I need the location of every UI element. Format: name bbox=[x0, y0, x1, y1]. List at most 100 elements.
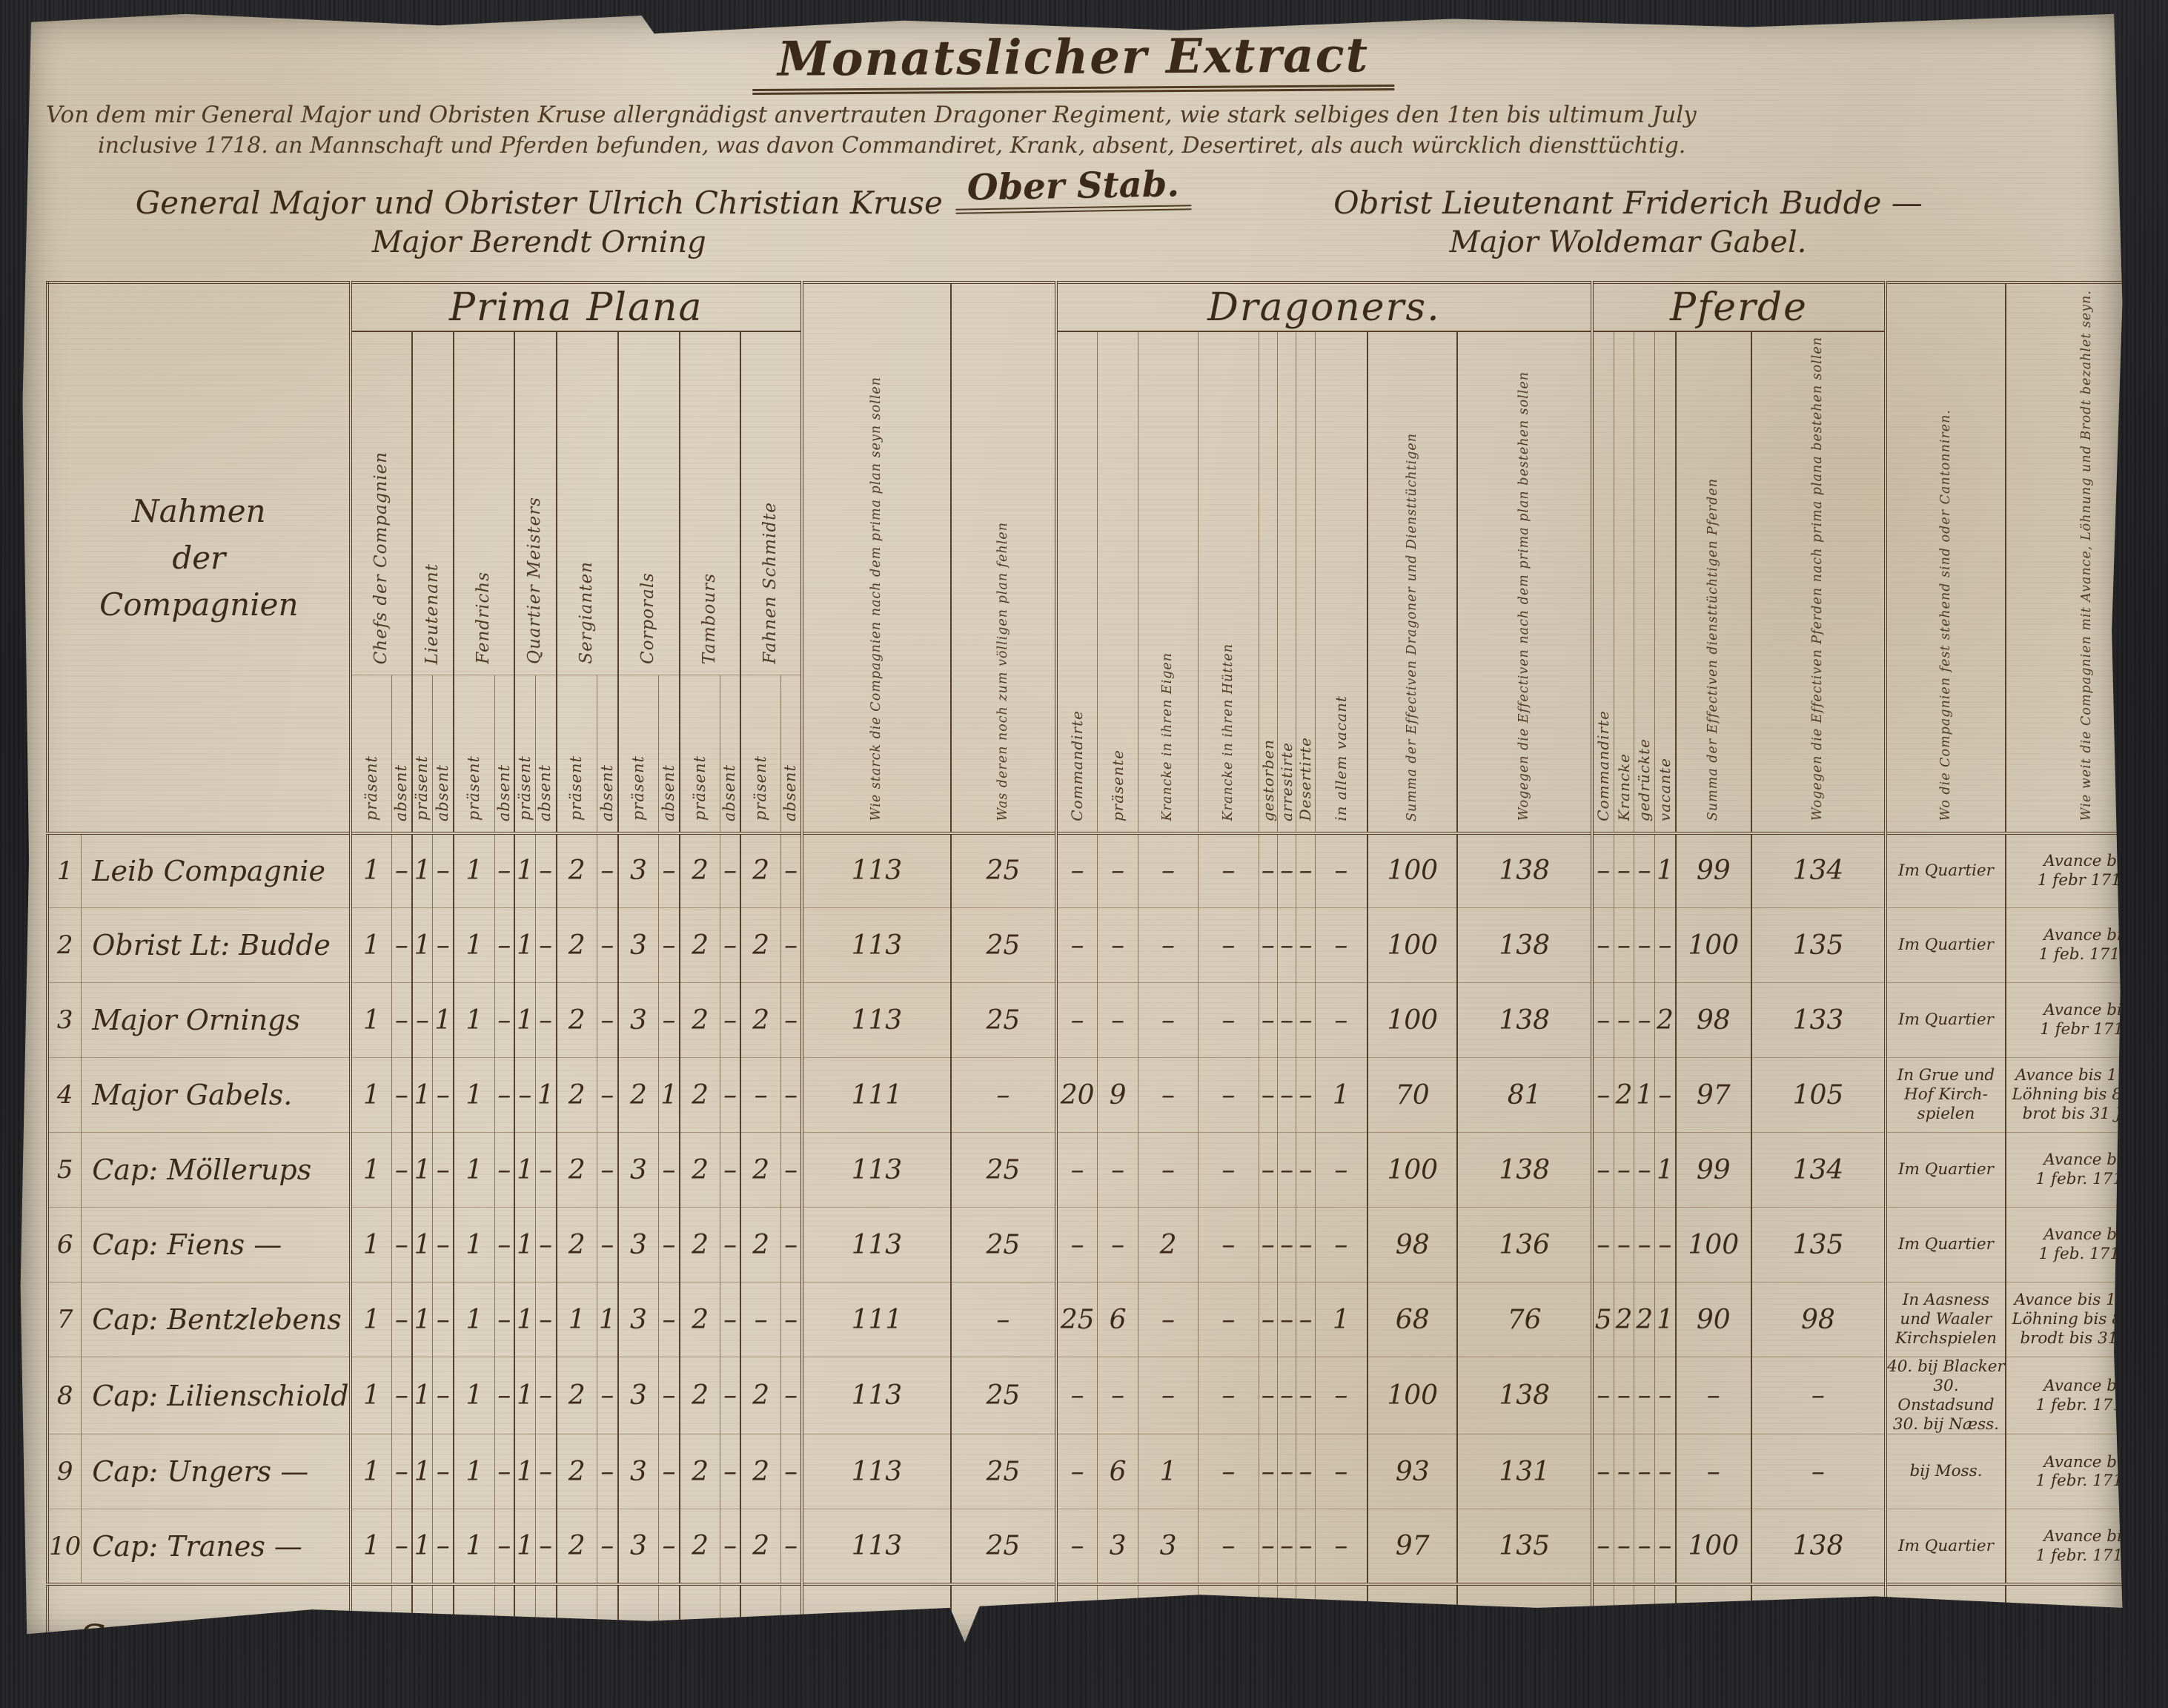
value-cell: – bbox=[534, 1509, 557, 1584]
value-cell: 135 bbox=[1750, 1207, 1886, 1282]
value-cell: 1 bbox=[658, 1057, 680, 1133]
value-cell: 2 bbox=[739, 833, 781, 908]
value-cell: – bbox=[1276, 1057, 1296, 1133]
value-cell: 2 bbox=[555, 1357, 597, 1434]
summa-value-cell: 1012 bbox=[1750, 1582, 1886, 1643]
intro-line-1: Von dem mir General Major und Obristen K… bbox=[46, 102, 1697, 128]
value-cell: 111 bbox=[800, 1282, 951, 1357]
value-cell: 2 bbox=[678, 1357, 720, 1434]
value-cell: – bbox=[1296, 1434, 1316, 1509]
value-cell: – bbox=[1590, 907, 1614, 983]
value-cell: 2 bbox=[555, 1434, 597, 1509]
presence-label: präsent bbox=[514, 675, 536, 833]
col-fehlt: Was deren noch zum völligen plan fehlen bbox=[949, 282, 1056, 833]
value-cell: 2 bbox=[617, 1057, 659, 1133]
summa-value-cell: 1126 bbox=[800, 1582, 951, 1643]
value-cell: 1 bbox=[411, 1132, 433, 1208]
value-cell: – bbox=[596, 1434, 618, 1509]
value-cell: 2 bbox=[555, 1132, 597, 1208]
value-cell: 1 bbox=[514, 982, 536, 1058]
value-cell: – bbox=[1296, 1357, 1316, 1434]
value-cell: 2 bbox=[1137, 1207, 1199, 1282]
value-cell: 1 bbox=[514, 1434, 536, 1509]
value-cell: – bbox=[1613, 1434, 1634, 1509]
value-cell: 100 bbox=[1366, 907, 1458, 983]
col-category: Tambours bbox=[678, 331, 740, 675]
value-cell: 1 bbox=[348, 833, 392, 908]
value-cell: 1 bbox=[514, 1357, 536, 1434]
summa-value-cell: 1249 bbox=[1456, 1582, 1592, 1643]
value-cell: 98 bbox=[1750, 1282, 1886, 1357]
value-cell: – bbox=[1314, 833, 1368, 908]
summa-value-cell: 10 bbox=[348, 1582, 392, 1643]
intro-line-2: inclusive 1718. an Mannschaft und Pferde… bbox=[98, 132, 1686, 159]
value-cell: – bbox=[1634, 1207, 1655, 1282]
table-row: 5 Cap: Möllerups 1–1–1–1–2–3–2–2–113 25– – – –… bbox=[47, 1132, 2123, 1208]
value-cell: 111 bbox=[800, 1057, 951, 1133]
location-cell: bij Moss. bbox=[1884, 1434, 2006, 1509]
value-cell: 1 bbox=[1654, 833, 1676, 908]
value-cell: – bbox=[432, 1282, 454, 1357]
value-cell: 1 bbox=[596, 1282, 618, 1357]
value-cell: – bbox=[1198, 982, 1259, 1058]
company-name: Cap: Tranes — bbox=[81, 1509, 351, 1584]
summa-value-cell: 1 bbox=[658, 1582, 680, 1643]
value-cell: – bbox=[1634, 907, 1655, 983]
manuscript-paper: Monatslicher Extract Von dem mir General… bbox=[21, 14, 2123, 1643]
value-cell: – bbox=[1314, 1207, 1368, 1282]
value-cell: 1 bbox=[453, 907, 495, 983]
value-cell: – bbox=[658, 833, 680, 908]
value-cell: – bbox=[1198, 1207, 1259, 1282]
value-cell: – bbox=[1590, 1509, 1614, 1584]
value-cell: 3 bbox=[617, 833, 659, 908]
summa-value-cell: – bbox=[720, 1582, 740, 1643]
col-remark: Wie weit die Compagnien mit Avance, Löhn… bbox=[2004, 282, 2123, 833]
value-cell: – bbox=[1314, 907, 1368, 983]
value-cell: – bbox=[1276, 907, 1296, 983]
row-number: 8 bbox=[47, 1357, 82, 1434]
value-cell: – bbox=[739, 1282, 781, 1357]
officers-right: Obrist Lieutenant Friderich Budde — Majo… bbox=[1196, 185, 2059, 259]
value-cell: – bbox=[1314, 982, 1368, 1058]
value-cell: 1 bbox=[411, 1207, 433, 1282]
value-cell: – bbox=[596, 1357, 618, 1434]
company-name: Cap: Möllerups bbox=[81, 1132, 351, 1208]
summa-value-cell: – bbox=[1296, 1582, 1316, 1643]
location-cell: Im Quartier bbox=[1884, 1132, 2006, 1208]
value-cell: 2 bbox=[1634, 1282, 1655, 1357]
value-cell: – bbox=[391, 1282, 412, 1357]
value-cell: 1 bbox=[348, 1434, 392, 1509]
value-cell: – bbox=[1258, 1434, 1278, 1509]
value-cell: – bbox=[1097, 1357, 1138, 1434]
value-cell: 100 bbox=[1366, 1132, 1458, 1208]
summa-value-cell: – bbox=[391, 1582, 412, 1643]
value-cell: 1 bbox=[453, 833, 495, 908]
remark-cell: Avance bis 1 feb. 1718. bbox=[2004, 907, 2123, 983]
value-cell: 1 bbox=[514, 1207, 536, 1282]
value-cell: 2 bbox=[678, 982, 720, 1058]
value-cell: 100 bbox=[1366, 982, 1458, 1058]
summa-value-cell: 5 bbox=[1590, 1582, 1614, 1643]
value-cell: 1 bbox=[348, 982, 392, 1058]
value-cell: – bbox=[391, 1434, 412, 1509]
value-cell: – bbox=[1097, 907, 1138, 983]
row-label-header: Nahmen der Compagnien bbox=[47, 282, 351, 833]
value-cell: – bbox=[534, 1207, 557, 1282]
location-cell: 40. bij Blacker 30. Onstadsund 30. bij N… bbox=[1884, 1357, 2006, 1434]
value-cell: 138 bbox=[1456, 907, 1592, 983]
value-cell: 2 bbox=[555, 1207, 597, 1282]
value-cell: 138 bbox=[1750, 1509, 1886, 1584]
group-dragoners: Dragoners. bbox=[1054, 282, 1592, 333]
value-cell: – bbox=[1137, 833, 1199, 908]
document-title: Monatslicher Extract bbox=[752, 27, 1395, 96]
value-cell: – bbox=[1258, 1207, 1278, 1282]
value-cell: 68 bbox=[1366, 1282, 1458, 1357]
value-cell: – bbox=[534, 982, 557, 1058]
col-dragoner: Krancke in ihren Hütten bbox=[1198, 331, 1259, 833]
value-cell: – bbox=[514, 1057, 536, 1133]
value-cell: 1 bbox=[411, 1357, 433, 1434]
value-cell: 25 bbox=[949, 1509, 1056, 1584]
summa-value-cell: 9 bbox=[514, 1582, 536, 1643]
value-cell: – bbox=[720, 1207, 740, 1282]
remark-cell: Avance bis 1 febr. Löhning bis 8 May bro… bbox=[2004, 1057, 2123, 1133]
